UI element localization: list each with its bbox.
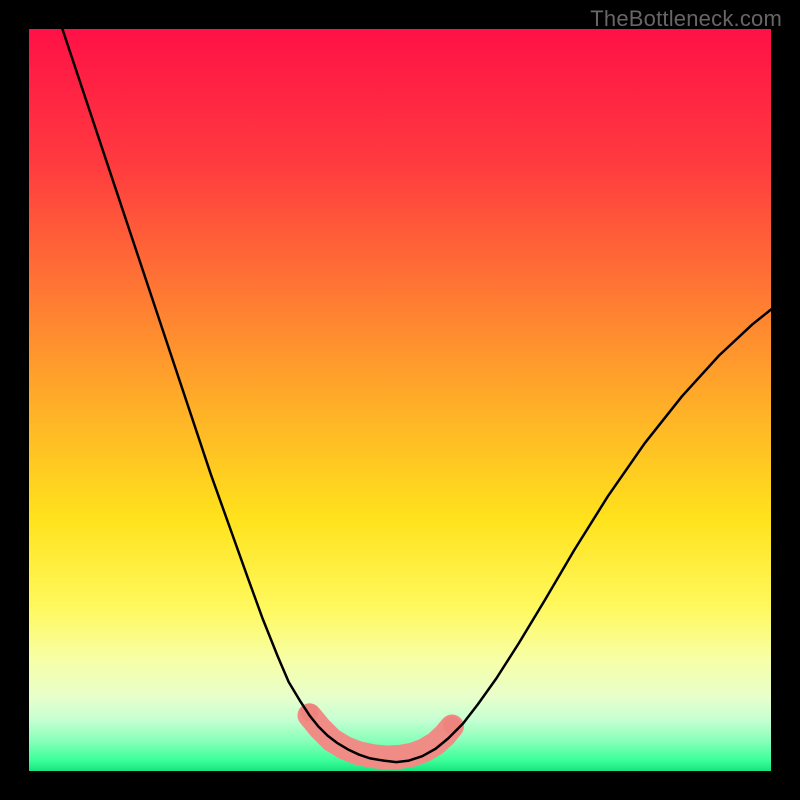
valley-dot bbox=[443, 716, 461, 734]
bottleneck-curve-chart bbox=[29, 29, 771, 771]
plot-area bbox=[29, 29, 771, 771]
gradient-background bbox=[29, 29, 771, 771]
chart-frame: TheBottleneck.com bbox=[0, 0, 800, 800]
